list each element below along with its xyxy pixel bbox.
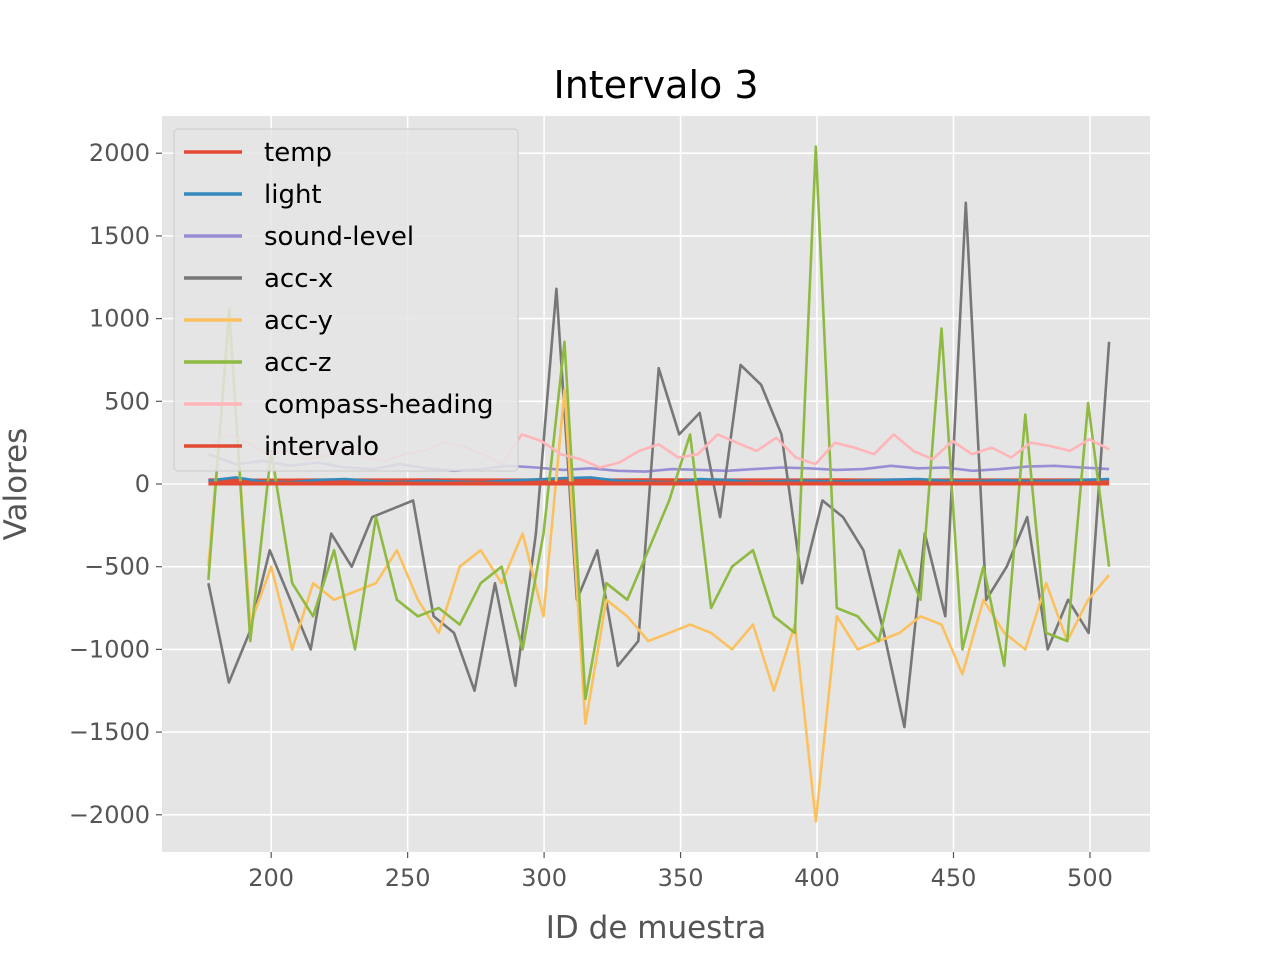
x-tick-label: 450 — [931, 864, 977, 892]
x-tick-label: 350 — [658, 864, 704, 892]
legend-label-temp: temp — [264, 138, 332, 168]
series-line-acc-y — [207, 317, 1111, 823]
legend-label-light: light — [264, 180, 322, 210]
y-axis-label: Valores — [0, 428, 34, 541]
y-tick-label: 0 — [135, 470, 150, 498]
series-line-acc-x — [207, 201, 1111, 729]
y-axis-ticks: −2000 −1500 −1000 −500 0 500 1000 1500 2000 — [69, 139, 162, 829]
legend-label-acc-x: acc-x — [264, 264, 333, 294]
chart-title: Intervalo 3 — [553, 63, 758, 107]
y-tick-label: 500 — [104, 387, 150, 415]
legend-label-acc-z: acc-z — [264, 348, 332, 378]
x-tick-label: 200 — [248, 864, 294, 892]
legend-label-acc-y: acc-y — [264, 306, 333, 336]
x-axis-label: ID de muestra — [546, 910, 766, 946]
x-tick-label: 500 — [1067, 864, 1113, 892]
legend: temp light sound-level acc-x acc-y acc-z compa… — [173, 128, 519, 472]
y-tick-label: −500 — [84, 553, 150, 581]
legend-label-intervalo: intervalo — [264, 432, 379, 462]
y-tick-label: 1500 — [89, 222, 150, 250]
x-tick-label: 300 — [521, 864, 567, 892]
y-tick-label: 1000 — [89, 305, 150, 333]
y-tick-label: −2000 — [69, 801, 150, 829]
series-layer — [207, 145, 1111, 823]
legend-label-compass-heading: compass-heading — [264, 390, 494, 420]
y-tick-label: −1000 — [69, 635, 150, 663]
legend-label-sound-level: sound-level — [264, 222, 414, 252]
x-tick-label: 250 — [385, 864, 431, 892]
y-tick-label: 2000 — [89, 139, 150, 167]
legend-box — [173, 128, 519, 472]
x-axis-ticks: 200 250 300 350 400 450 500 — [248, 852, 1113, 892]
y-tick-label: −1500 — [69, 718, 150, 746]
series-line-acc-z — [207, 145, 1111, 701]
x-tick-label: 400 — [794, 864, 840, 892]
